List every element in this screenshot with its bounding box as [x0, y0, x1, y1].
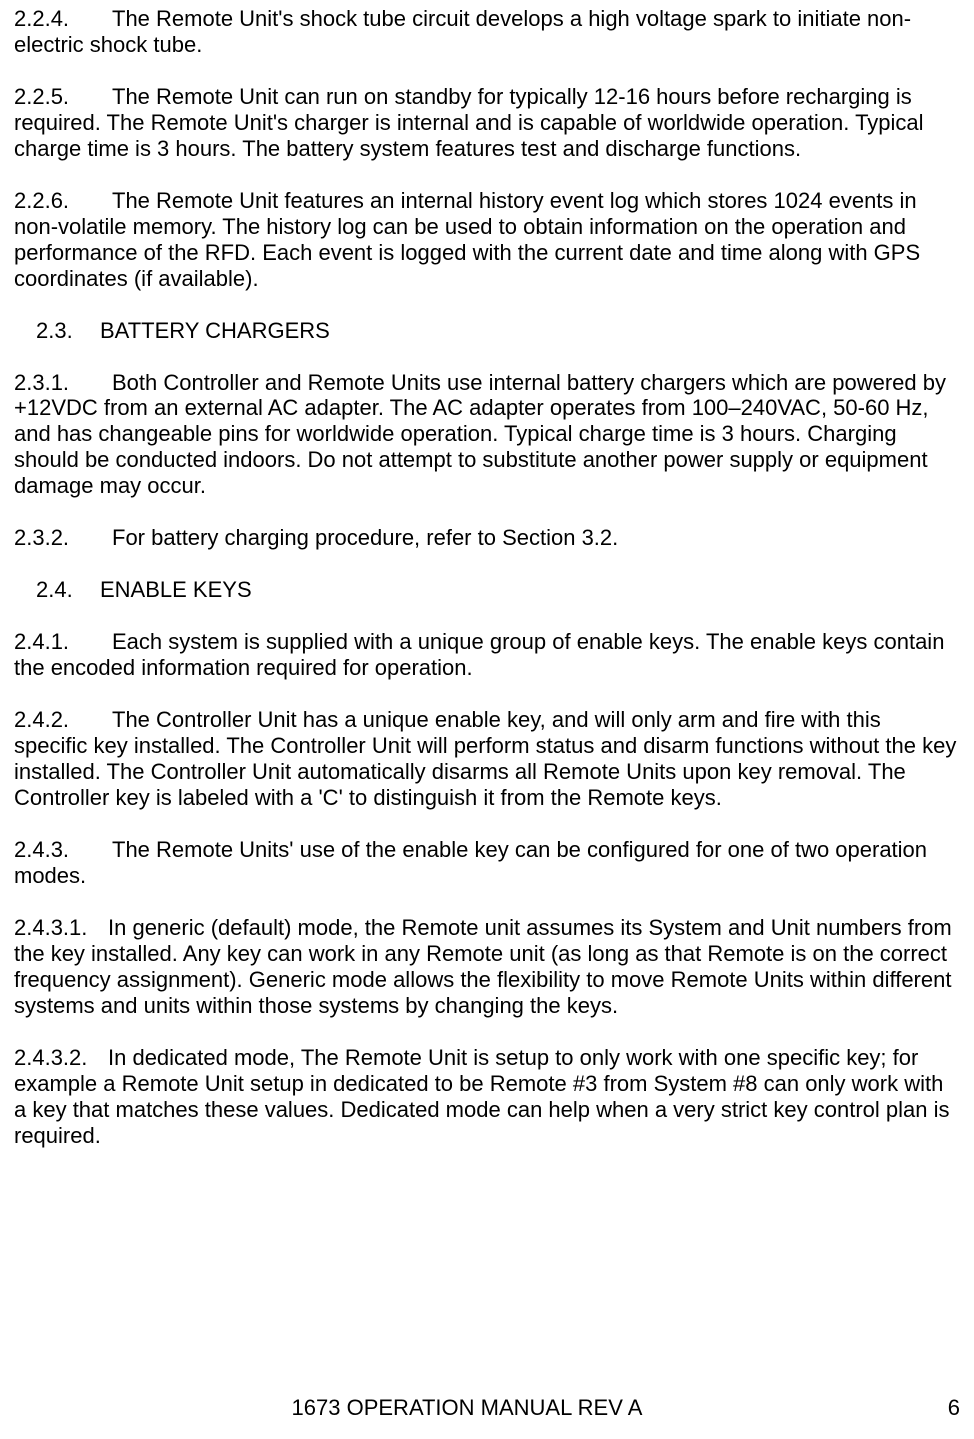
paragraph-2-4-3: 2.4.3.The Remote Units' use of the enabl…	[14, 837, 960, 889]
para-text: In generic (default) mode, the Remote un…	[14, 915, 952, 1018]
paragraph-2-3-2: 2.3.2.For battery charging procedure, re…	[14, 525, 960, 551]
page-footer: 1673 OPERATION MANUAL REV A 6	[14, 1395, 960, 1421]
para-number: 2.3.1.	[14, 370, 112, 396]
para-text: The Remote Unit features an internal his…	[14, 188, 920, 291]
para-text: The Remote Units' use of the enable key …	[14, 837, 927, 888]
para-text: The Remote Unit can run on standby for t…	[14, 84, 924, 161]
para-number: 2.2.4.	[14, 6, 112, 32]
para-number: 2.4.1.	[14, 629, 112, 655]
para-text: The Controller Unit has a unique enable …	[14, 707, 956, 810]
para-number: 2.4.3.1.	[14, 915, 108, 941]
paragraph-2-2-4: 2.2.4.The Remote Unit's shock tube circu…	[14, 6, 960, 58]
section-title-text: ENABLE KEYS	[100, 577, 252, 602]
para-number: 2.2.5.	[14, 84, 112, 110]
paragraph-2-4-2: 2.4.2.The Controller Unit has a unique e…	[14, 707, 960, 811]
section-number: 2.4.	[36, 577, 100, 603]
para-text: The Remote Unit's shock tube circuit dev…	[14, 6, 911, 57]
para-number: 2.3.2.	[14, 525, 112, 551]
para-number: 2.4.3.	[14, 837, 112, 863]
footer-page-number: 6	[920, 1395, 960, 1421]
paragraph-2-3-1: 2.3.1.Both Controller and Remote Units u…	[14, 370, 960, 500]
section-title-text: BATTERY CHARGERS	[100, 318, 330, 343]
para-text: In dedicated mode, The Remote Unit is se…	[14, 1045, 949, 1148]
para-text: For battery charging procedure, refer to…	[112, 525, 618, 550]
section-2-4-title: 2.4.ENABLE KEYS	[14, 577, 960, 603]
para-number: 2.4.3.2.	[14, 1045, 108, 1071]
para-text: Both Controller and Remote Units use int…	[14, 370, 946, 499]
para-number: 2.2.6.	[14, 188, 112, 214]
section-number: 2.3.	[36, 318, 100, 344]
section-2-3-title: 2.3.BATTERY CHARGERS	[14, 318, 960, 344]
paragraph-2-4-3-1: 2.4.3.1.In generic (default) mode, the R…	[14, 915, 960, 1019]
paragraph-2-4-1: 2.4.1.Each system is supplied with a uni…	[14, 629, 960, 681]
footer-title: 1673 OPERATION MANUAL REV A	[14, 1395, 920, 1421]
para-number: 2.4.2.	[14, 707, 112, 733]
paragraph-2-2-6: 2.2.6.The Remote Unit features an intern…	[14, 188, 960, 292]
paragraph-2-2-5: 2.2.5.The Remote Unit can run on standby…	[14, 84, 960, 162]
paragraph-2-4-3-2: 2.4.3.2.In dedicated mode, The Remote Un…	[14, 1045, 960, 1149]
para-text: Each system is supplied with a unique gr…	[14, 629, 944, 680]
